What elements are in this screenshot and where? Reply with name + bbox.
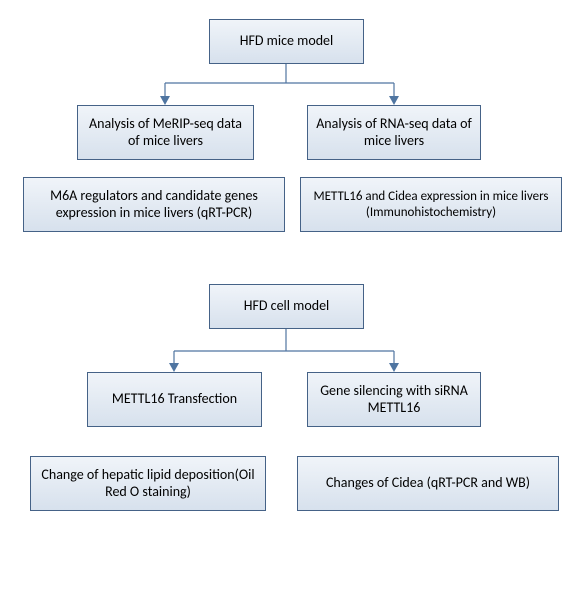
- node-transfection: METTL16 Transfection: [87, 372, 262, 427]
- node-label: METTL16 Transfection: [112, 391, 237, 408]
- node-label: Analysis of RNA-seq data of mice livers: [316, 116, 472, 150]
- node-label: HFD mice model: [240, 33, 333, 50]
- node-label: Changes of Cidea (qRT-PCR and WB): [326, 475, 530, 492]
- node-label: METTL16 and Cidea expression in mice liv…: [309, 189, 553, 220]
- node-label: Gene silencing with siRNA METTL16: [316, 383, 472, 417]
- node-cell-model: HFD cell model: [209, 284, 364, 329]
- node-ihc: METTL16 and Cidea expression in mice liv…: [300, 177, 562, 232]
- node-label: M6A regulators and candidate genes expre…: [32, 188, 276, 222]
- node-mice-model: HFD mice model: [209, 19, 364, 64]
- node-silencing: Gene silencing with siRNA METTL16: [307, 372, 481, 427]
- node-label: Analysis of MeRIP-seq data of mice liver…: [86, 116, 245, 150]
- node-lipid: Change of hepatic lipid deposition(Oil R…: [30, 456, 266, 511]
- node-rnaseq: Analysis of RNA-seq data of mice livers: [307, 105, 481, 160]
- node-merip: Analysis of MeRIP-seq data of mice liver…: [77, 105, 254, 160]
- node-label: HFD cell model: [244, 298, 330, 315]
- node-m6a: M6A regulators and candidate genes expre…: [23, 177, 285, 232]
- node-cidea: Changes of Cidea (qRT-PCR and WB): [297, 456, 559, 511]
- node-label: Change of hepatic lipid deposition(Oil R…: [39, 467, 257, 501]
